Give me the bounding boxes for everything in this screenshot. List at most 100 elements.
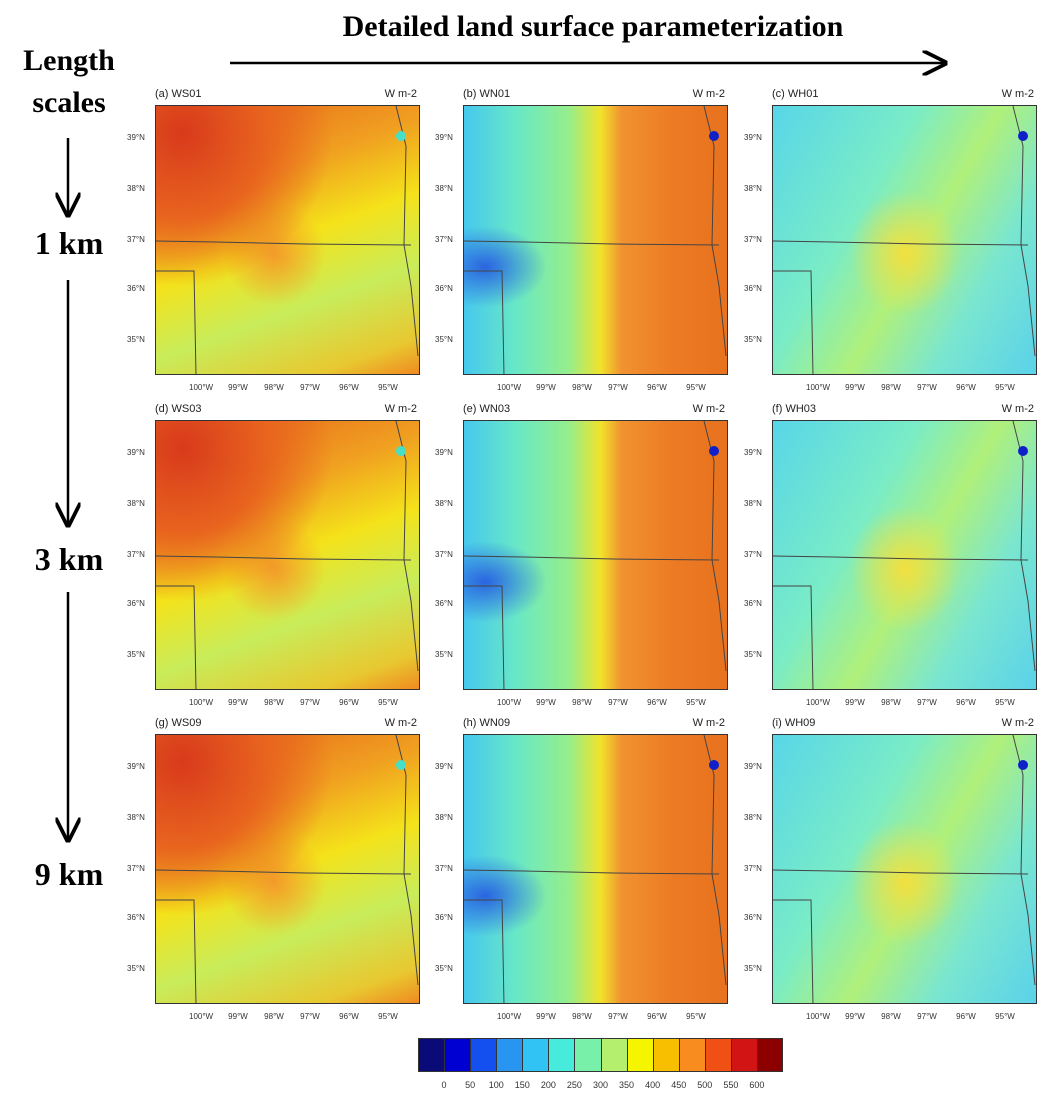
lon-tick-label: 97°W	[608, 698, 628, 707]
lon-tick-label: 99°W	[536, 383, 556, 392]
lon-tick-label: 97°W	[917, 698, 937, 707]
colorbar-tick-label: 550	[723, 1080, 739, 1090]
boundaries	[464, 106, 727, 374]
lat-tick-label: 38°N	[744, 813, 762, 822]
panel-label: (b) WN01	[463, 88, 511, 100]
panel-label: (c) WH01	[772, 88, 819, 100]
lon-tick-label: 100°W	[497, 1012, 522, 1021]
city	[1018, 760, 1028, 770]
lat-tick-label: 39°N	[744, 133, 762, 142]
colorbar-tick-label: 450	[671, 1080, 687, 1090]
map-field	[155, 105, 420, 375]
lon-tick-label: 100°W	[189, 383, 214, 392]
state-line	[464, 240, 720, 246]
lat-tick-label: 35°N	[127, 650, 145, 659]
lon-tick-label: 95°W	[995, 383, 1015, 392]
colorbar-tick	[470, 1038, 472, 1072]
state-line	[156, 240, 412, 246]
colorbar-tick	[600, 1038, 602, 1072]
boundaries	[156, 106, 419, 374]
lon-tick-label: 95°W	[686, 1012, 706, 1021]
lat-tick-label: 36°N	[127, 599, 145, 608]
lon-tick-label: 97°W	[917, 383, 937, 392]
lon-tick-label: 97°W	[300, 698, 320, 707]
panel-unit: W m-2	[692, 403, 725, 415]
colorbar-tick-label: 200	[540, 1080, 556, 1090]
map-field	[772, 420, 1037, 690]
lat-tick-label: 39°N	[435, 448, 453, 457]
panel-label: (g) WS09	[155, 717, 202, 729]
colorbar-tick	[678, 1038, 680, 1072]
colorbar-tick	[444, 1038, 446, 1072]
lat-tick-label: 36°N	[435, 599, 453, 608]
state-line	[156, 555, 412, 561]
state-line	[156, 899, 197, 1003]
city	[709, 760, 719, 770]
panel-label: (a) WS01	[155, 88, 202, 100]
panel-unit: W m-2	[384, 717, 417, 729]
city	[396, 131, 406, 141]
lon-tick-label: 98°W	[881, 698, 901, 707]
lon-tick-label: 97°W	[917, 1012, 937, 1021]
state-line	[464, 555, 720, 561]
colorbar-tick	[652, 1038, 654, 1072]
panel-unit: W m-2	[692, 717, 725, 729]
lon-tick-label: 98°W	[264, 1012, 284, 1021]
lon-tick-label: 95°W	[686, 698, 706, 707]
colorbar-tick-label: 350	[619, 1080, 635, 1090]
lat-tick-label: 38°N	[127, 184, 145, 193]
colorbar-box	[548, 1038, 575, 1072]
state-line	[773, 869, 1029, 875]
city	[709, 446, 719, 456]
state-line	[156, 869, 412, 875]
map-field	[463, 420, 728, 690]
state-line	[395, 106, 419, 357]
colorbar-box	[522, 1038, 549, 1072]
lat-tick-label: 36°N	[435, 913, 453, 922]
lat-tick-label: 35°N	[744, 650, 762, 659]
lat-tick-label: 38°N	[435, 813, 453, 822]
state-line	[773, 240, 1029, 246]
map-field	[463, 734, 728, 1004]
city	[396, 760, 406, 770]
colorbar-tick-label: 0	[441, 1080, 447, 1090]
lat-tick-label: 35°N	[744, 335, 762, 344]
boundaries	[773, 735, 1036, 1003]
state-line	[773, 585, 814, 689]
lon-tick-label: 95°W	[686, 383, 706, 392]
state-line	[773, 270, 814, 374]
boundaries	[464, 735, 727, 1003]
boundaries	[464, 421, 727, 689]
colorbar-box	[756, 1038, 784, 1072]
state-line	[1012, 735, 1036, 986]
lat-tick-label: 38°N	[435, 499, 453, 508]
colorbar-tick-label: 500	[697, 1080, 713, 1090]
lon-tick-label: 98°W	[264, 698, 284, 707]
panel-label: (f) WH03	[772, 403, 816, 415]
colorbar-box	[418, 1038, 445, 1072]
lat-tick-label: 35°N	[435, 650, 453, 659]
lon-tick-label: 95°W	[378, 1012, 398, 1021]
city	[1018, 446, 1028, 456]
lat-tick-label: 37°N	[435, 550, 453, 559]
lon-tick-label: 99°W	[845, 383, 865, 392]
colorbar-tick	[496, 1038, 498, 1072]
lat-tick-label: 39°N	[744, 762, 762, 771]
city	[1018, 131, 1028, 141]
lon-tick-label: 98°W	[572, 1012, 592, 1021]
lat-tick-label: 35°N	[127, 335, 145, 344]
city	[709, 131, 719, 141]
lat-tick-label: 36°N	[127, 284, 145, 293]
row-label: 9 km	[34, 856, 104, 892]
colorbar-box	[704, 1038, 732, 1072]
lon-tick-label: 98°W	[881, 383, 901, 392]
lon-tick-label: 97°W	[608, 383, 628, 392]
map-field	[155, 420, 420, 690]
state-line	[1012, 106, 1036, 357]
title: Detailed land surface parameterization	[342, 10, 844, 43]
state-line	[464, 270, 505, 374]
lat-tick-label: 37°N	[435, 235, 453, 244]
colorbar-tick-label: 250	[566, 1080, 582, 1090]
boundaries	[773, 106, 1036, 374]
lon-tick-label: 98°W	[264, 383, 284, 392]
